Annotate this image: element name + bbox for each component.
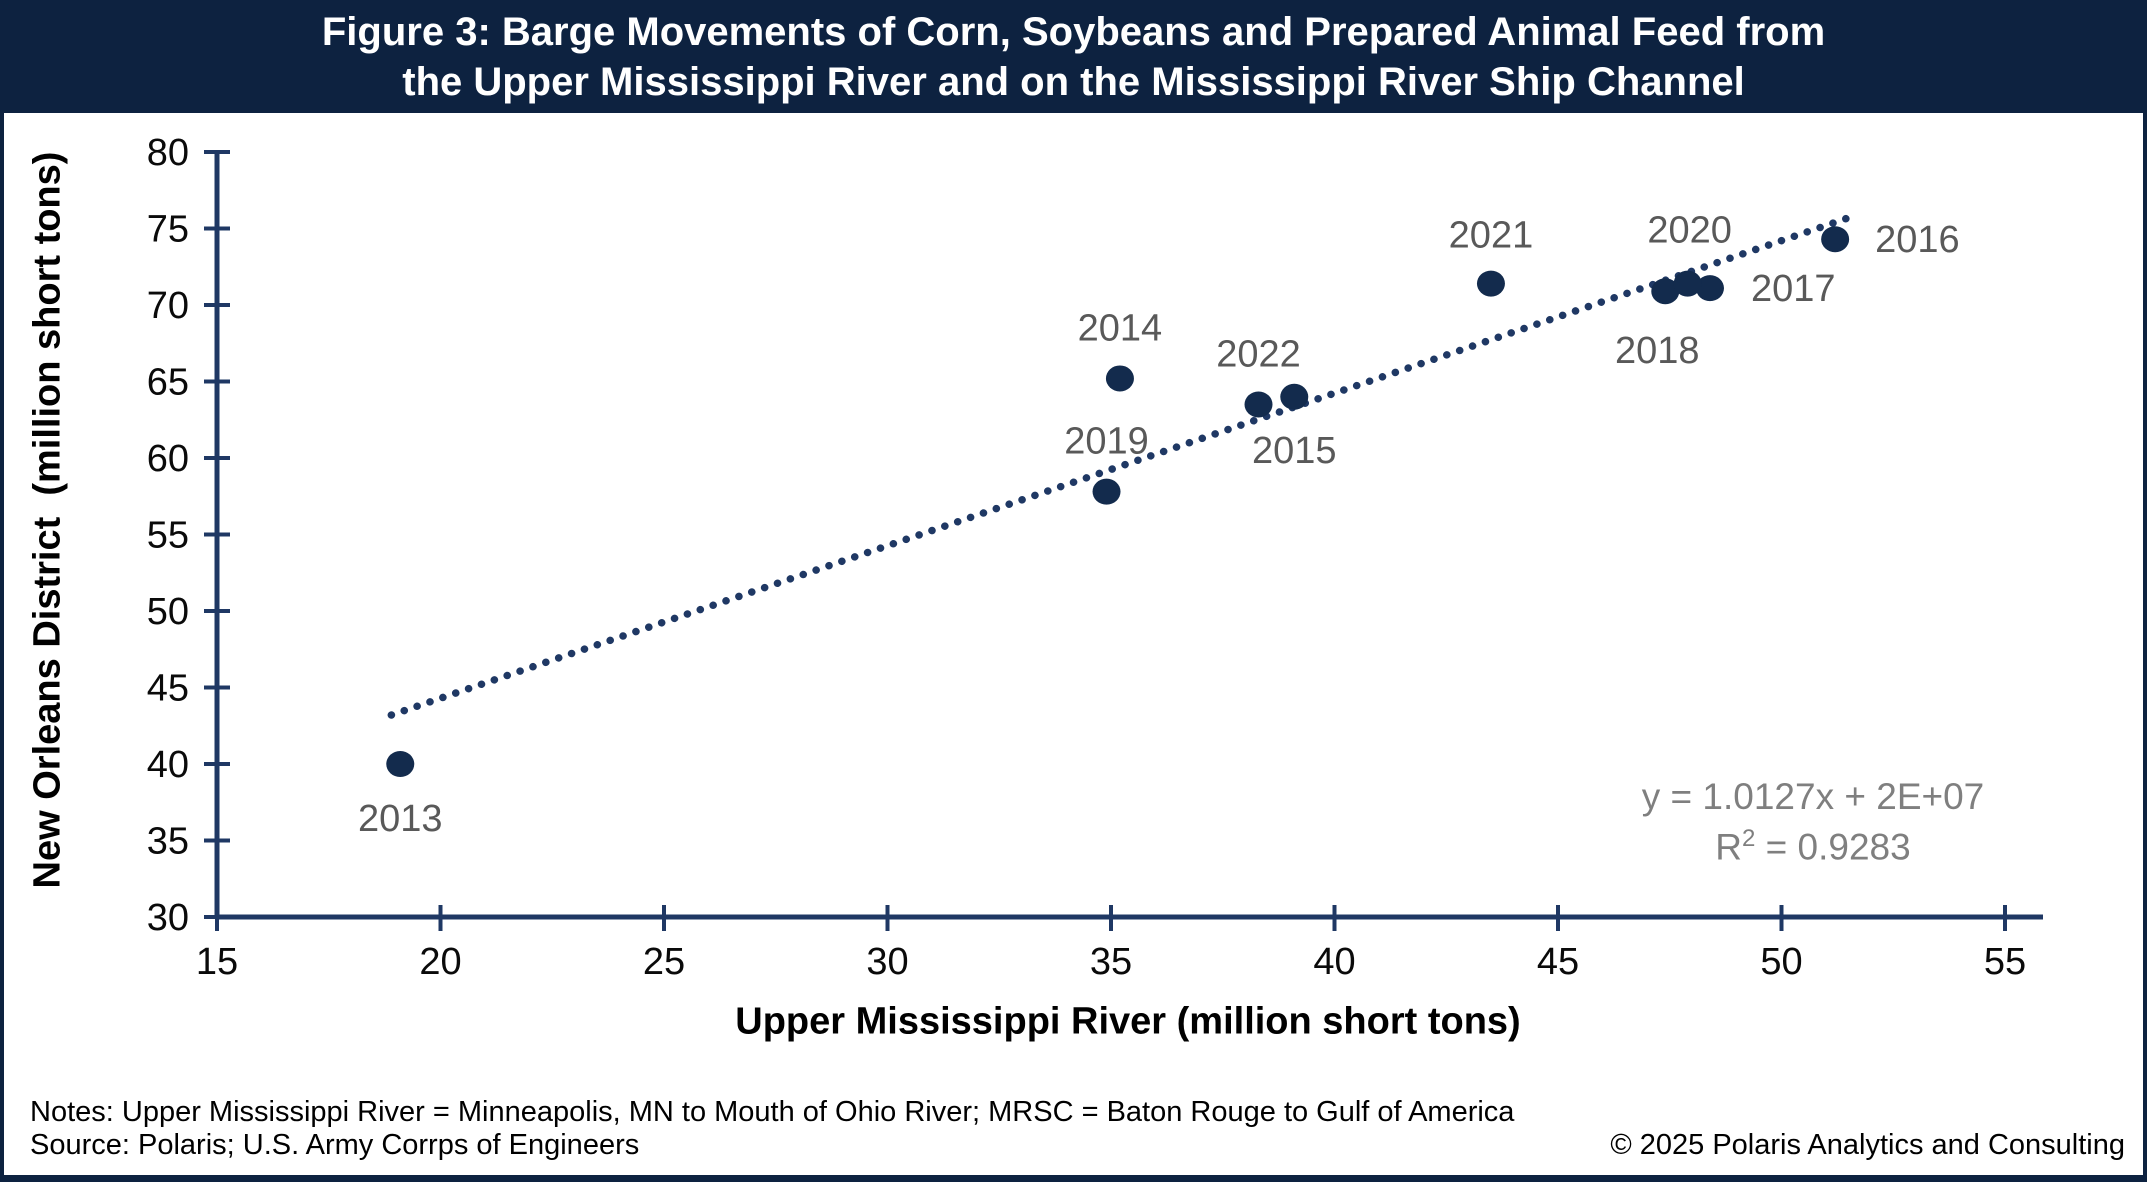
data-point-2020 [1673,270,1702,297]
x-tick-label-45: 45 [1537,941,1579,983]
x-tick-label-55: 55 [1984,941,2026,983]
year-label-2017: 2017 [1751,268,1836,310]
data-point-2018 [1651,278,1680,305]
y-tick-label-80: 80 [147,132,189,174]
year-label-2018: 2018 [1615,330,1700,372]
x-tick-label-35: 35 [1090,941,1132,983]
trendline-equation-box: y = 1.0127x + 2E+07 R2 = 0.9283 [1613,776,2013,868]
y-tick-label-50: 50 [147,591,189,633]
year-label-2014: 2014 [1078,307,1163,349]
trendline-equation: y = 1.0127x + 2E+07 [1641,776,1985,817]
x-tick-label-50: 50 [1760,941,1802,983]
year-label-2016: 2016 [1875,219,1960,261]
footer-notes: Notes: Upper Mississippi River = Minneap… [30,1096,1515,1128]
trendline-r-squared: R2 = 0.9283 [1715,825,1911,868]
figure-border-left [0,0,4,1182]
data-point-2014 [1105,365,1134,392]
figure-title-bar: Figure 3: Barge Movements of Corn, Soybe… [0,0,2147,113]
data-point-2022 [1244,391,1273,418]
footer-source: Source: Polaris; U.S. Army Corrps of Eng… [30,1129,640,1161]
year-label-2019: 2019 [1064,421,1149,463]
data-point-2013 [386,751,415,777]
year-label-2022: 2022 [1216,333,1301,375]
y-tick-label-70: 70 [147,285,189,327]
year-label-2015: 2015 [1252,430,1337,472]
x-tick-label-20: 20 [419,941,461,983]
y-tick-label-55: 55 [147,515,189,557]
y-tick-label-60: 60 [147,438,189,480]
data-point-2015 [1280,383,1309,410]
figure-title-line2: the Upper Mississippi River and on the M… [402,59,1745,104]
y-axis-title: New Orleans District (million short tons… [26,151,69,889]
data-point-2021 [1476,270,1505,297]
x-tick-label-40: 40 [1313,941,1355,983]
y-tick-label-75: 75 [147,209,189,251]
figure-border-right [2143,0,2147,1182]
year-label-2021: 2021 [1449,215,1534,257]
data-point-2019 [1092,478,1121,505]
figure-border-bottom [0,1175,2147,1182]
x-tick-label-15: 15 [196,941,238,983]
x-axis-title: Upper Mississippi River (million short t… [735,1000,1521,1043]
y-tick-label-35: 35 [147,821,189,863]
year-label-2020: 2020 [1647,210,1732,252]
footer-copyright: © 2025 Polaris Analytics and Consulting [1610,1129,2125,1161]
trendline-dotted [387,212,1857,719]
x-tick-label-30: 30 [866,941,908,983]
year-label-2013: 2013 [358,798,443,840]
data-point-2017 [1695,275,1724,302]
figure-title-line1: Figure 3: Barge Movements of Corn, Soybe… [321,9,1826,54]
y-tick-label-65: 65 [147,362,189,404]
data-point-2016 [1821,226,1850,253]
y-tick-label-45: 45 [147,668,189,710]
x-tick-label-25: 25 [643,941,685,983]
y-tick-label-30: 30 [147,897,189,939]
y-tick-label-40: 40 [147,744,189,786]
